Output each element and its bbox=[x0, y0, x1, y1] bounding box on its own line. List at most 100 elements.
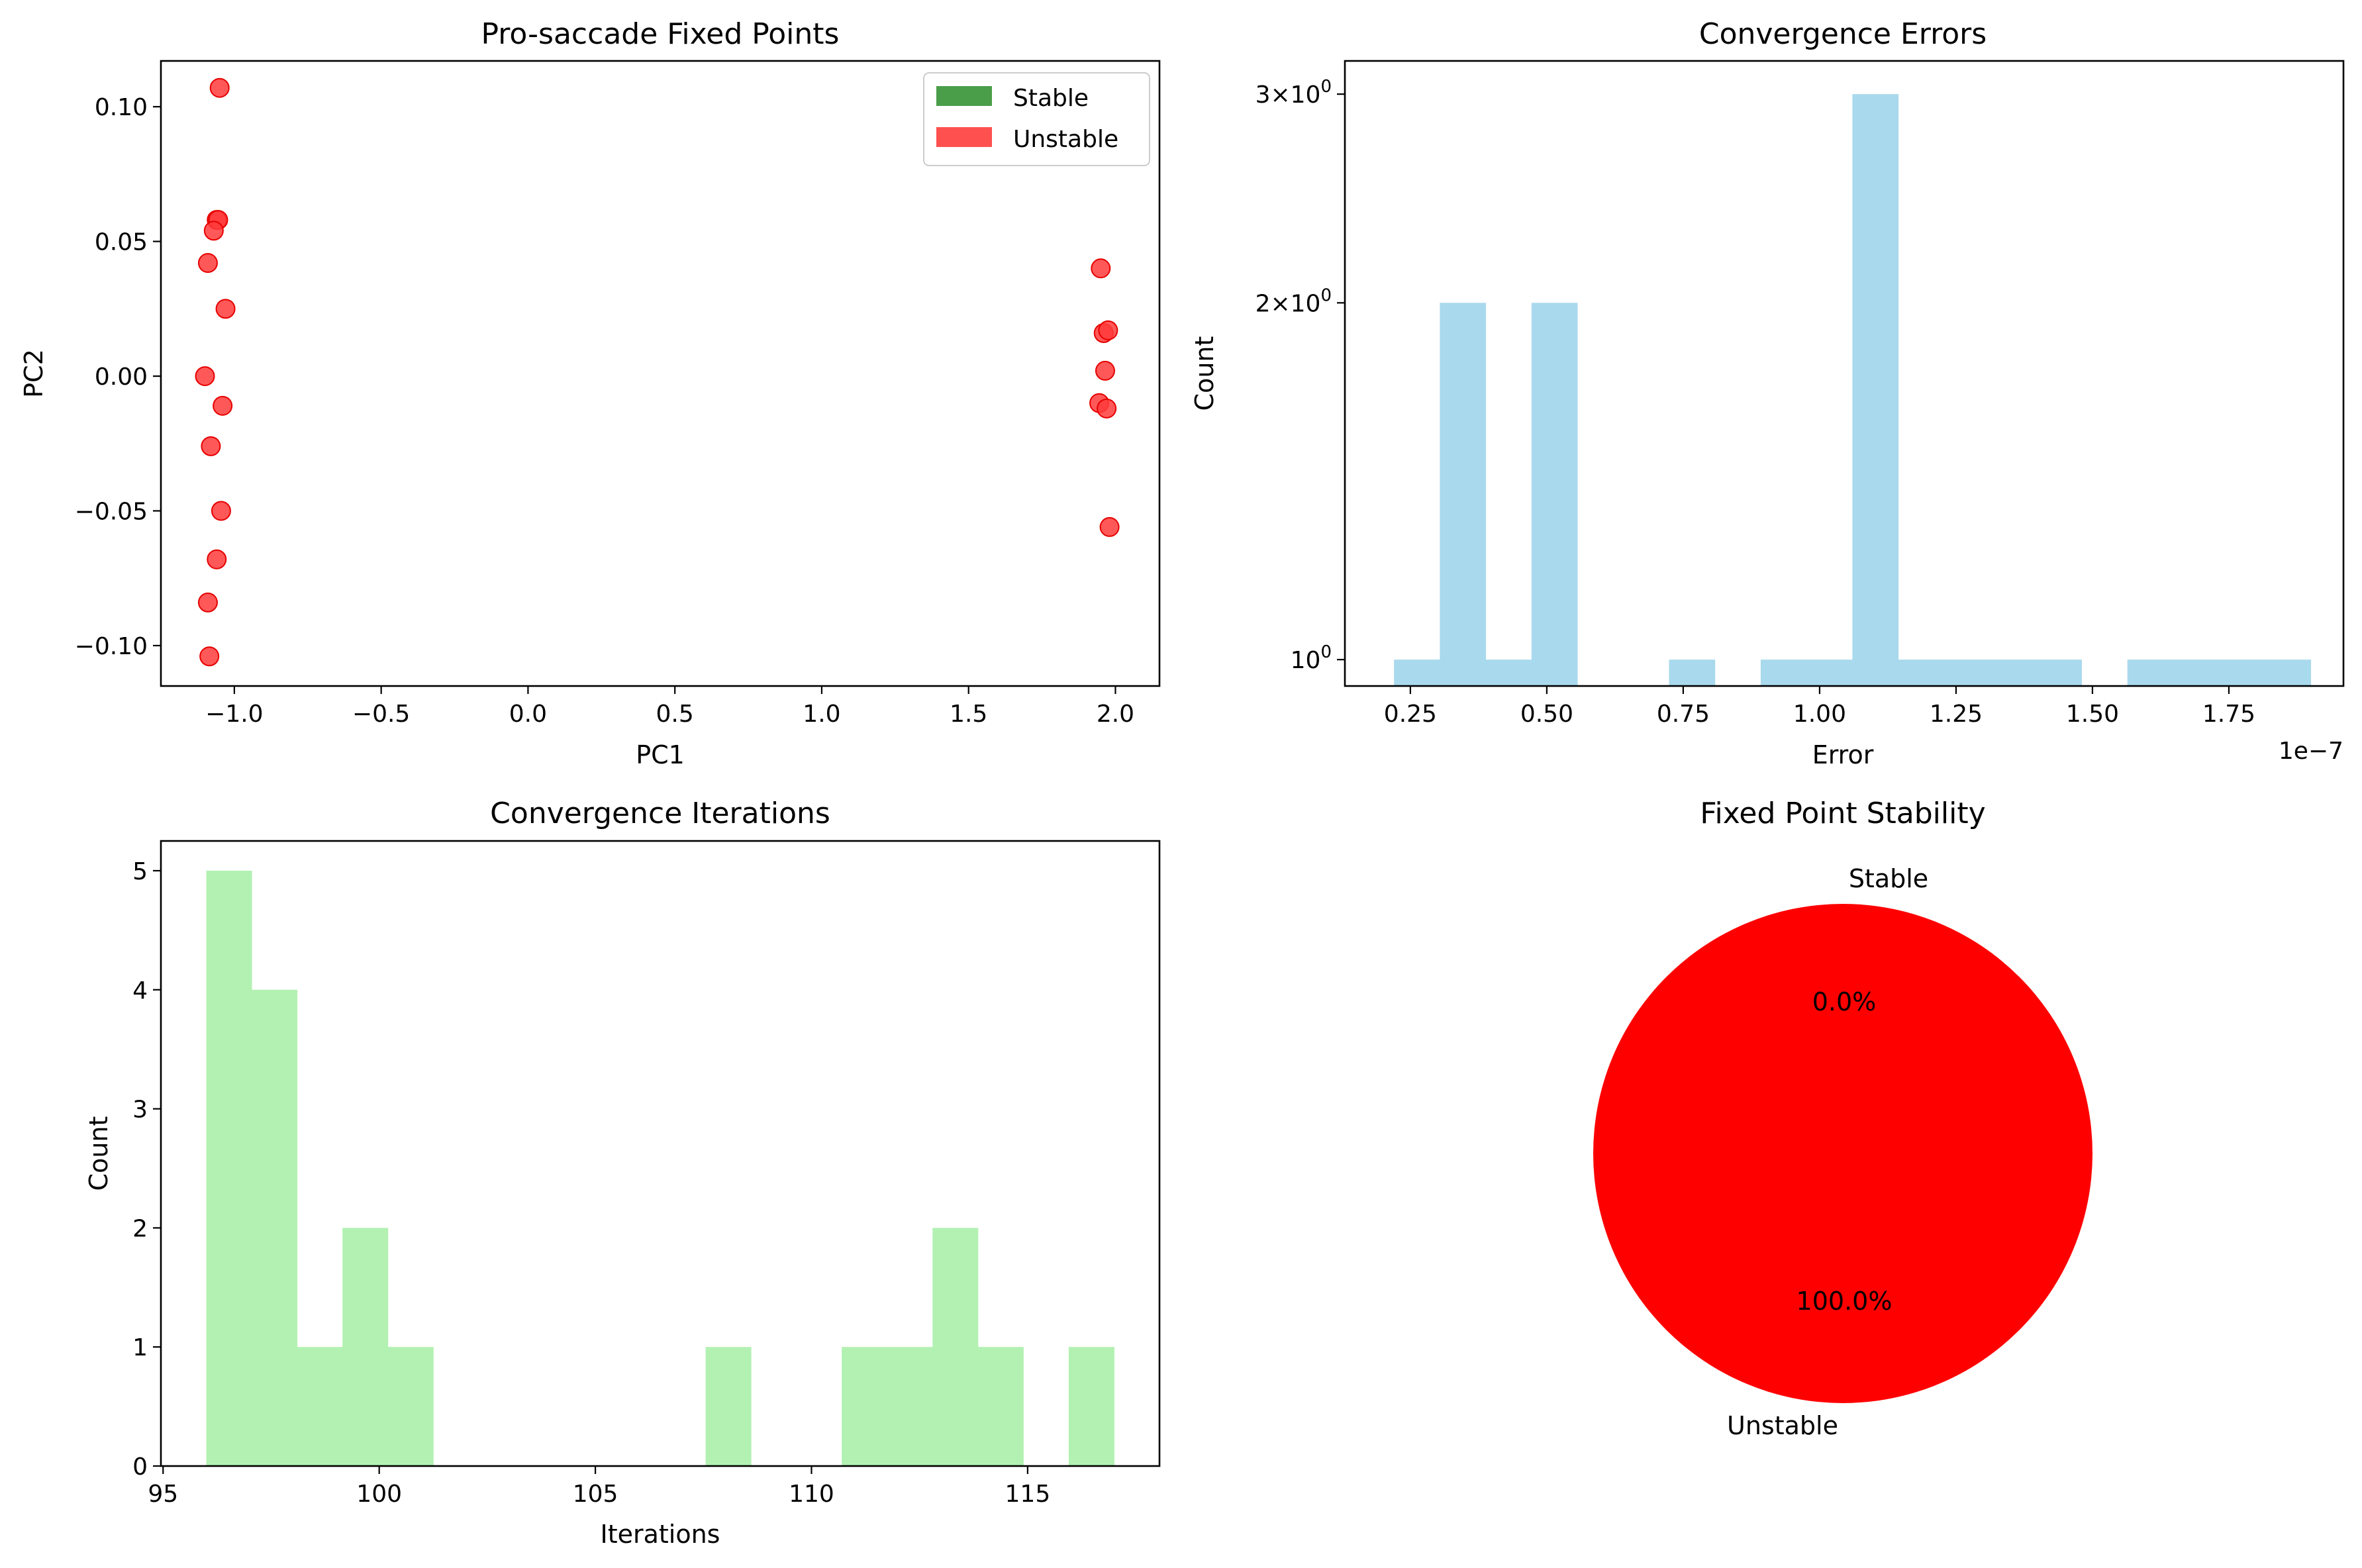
iterations-y-tick-label: 2 bbox=[132, 1215, 148, 1242]
iterations-y-axis-label: Count bbox=[84, 1116, 113, 1191]
iterations-x-axis-label: Iterations bbox=[601, 1520, 720, 1549]
pca-scatter-panel: Pro-saccade Fixed Points −1.0 −0.5 0.0 0.5 1… bbox=[19, 17, 1161, 769]
pca-y-tick-label: −0.05 bbox=[75, 499, 148, 526]
errors-histogram-panel: Convergence Errors 0.25 0.50 0.75 1.00 1.25 1… bbox=[1190, 17, 2345, 769]
scatter-point-unstable bbox=[211, 501, 231, 521]
scatter-point-unstable bbox=[1099, 516, 1120, 537]
error-histogram-bar bbox=[2219, 660, 2265, 686]
pie-label-unstable: Unstable bbox=[1727, 1411, 1838, 1440]
errors-x-tick-label: 0.50 bbox=[1520, 701, 1573, 728]
iterations-x-tick-label: 95 bbox=[148, 1481, 178, 1508]
iteration-histogram-bar bbox=[387, 1347, 434, 1466]
error-histogram-bar bbox=[1669, 660, 1716, 686]
pca-y-tick-label: 0.05 bbox=[95, 229, 148, 256]
errors-x-tick-label: 1.75 bbox=[2202, 701, 2255, 728]
stability-pie-panel: Fixed Point Stability Stable 0.0% 100.0%… bbox=[1593, 797, 2092, 1440]
errors-offset-text: 1e−7 bbox=[2279, 738, 2343, 765]
scatter-point-unstable bbox=[1091, 258, 1111, 279]
error-histogram-bar bbox=[1852, 94, 1899, 687]
error-histogram-bar bbox=[2127, 660, 2174, 686]
iteration-histogram-bar bbox=[1068, 1347, 1114, 1466]
pca-x-tick-label: −0.5 bbox=[352, 701, 410, 728]
iteration-histogram-bar bbox=[977, 1347, 1024, 1466]
iterations-y-tick-label: 1 bbox=[132, 1334, 148, 1361]
scatter-point-unstable bbox=[201, 436, 221, 456]
iterations-x-tick-label: 105 bbox=[573, 1481, 618, 1508]
pca-x-tick-label: 2.0 bbox=[1097, 701, 1134, 728]
errors-y-tick-label: 100 bbox=[1291, 642, 1332, 674]
errors-x-tick-label: 1.25 bbox=[1930, 701, 1983, 728]
pca-y-tick-label: 0.10 bbox=[95, 94, 148, 121]
scatter-point-unstable bbox=[209, 77, 230, 98]
error-histogram-bar bbox=[1531, 303, 1578, 686]
iteration-histogram-bar bbox=[342, 1228, 389, 1466]
pca-x-tick-label: 0.0 bbox=[509, 701, 547, 728]
error-histogram-bar bbox=[1760, 660, 1807, 686]
scatter-point-unstable bbox=[199, 646, 220, 667]
pca-x-tick-label: 1.0 bbox=[803, 701, 840, 728]
pca-x-axis-label: PC1 bbox=[636, 740, 685, 769]
iterations-y-ticks: 0 1 2 3 4 5 bbox=[132, 858, 161, 1481]
errors-y-ticks: 100 2×100 3×100 bbox=[1255, 77, 1345, 674]
pca-y-axis-label: PC2 bbox=[19, 349, 48, 398]
legend-label-stable: Stable bbox=[1013, 85, 1089, 112]
iterations-y-tick-label: 0 bbox=[132, 1453, 148, 1481]
pca-y-tick-label: −0.10 bbox=[75, 633, 148, 660]
iteration-histogram-bar bbox=[887, 1347, 933, 1466]
errors-y-axis-label: Count bbox=[1190, 336, 1219, 411]
pie-label-stable: Stable bbox=[1849, 864, 1928, 893]
error-histogram-bar bbox=[1944, 660, 1991, 686]
errors-x-tick-label: 1.00 bbox=[1793, 701, 1846, 728]
iterations-chart-title: Convergence Iterations bbox=[490, 797, 830, 830]
error-histogram-bar bbox=[2265, 660, 2312, 686]
scatter-point-unstable bbox=[207, 549, 227, 569]
errors-marks bbox=[1394, 94, 2312, 687]
error-histogram-bar bbox=[1806, 660, 1853, 686]
pie-chart-title: Fixed Point Stability bbox=[1700, 797, 1985, 830]
iteration-histogram-bar bbox=[932, 1228, 979, 1466]
errors-y-tick-label: 3×100 bbox=[1255, 77, 1332, 109]
error-histogram-bar bbox=[1394, 660, 1440, 686]
iterations-y-tick-label: 5 bbox=[132, 858, 148, 885]
iterations-y-tick-label: 3 bbox=[132, 1097, 148, 1124]
pca-x-tick-label: −1.0 bbox=[205, 701, 263, 728]
legend-swatch-stable bbox=[936, 86, 992, 106]
error-histogram-bar bbox=[1898, 660, 1945, 686]
pca-legend: Stable Unstable bbox=[923, 72, 1150, 166]
iteration-histogram-bar bbox=[842, 1347, 888, 1466]
errors-x-tick-label: 0.25 bbox=[1384, 701, 1437, 728]
scatter-point-unstable bbox=[1098, 320, 1118, 340]
iterations-marks bbox=[206, 870, 1114, 1466]
errors-x-tick-label: 1.50 bbox=[2066, 701, 2119, 728]
pie-pct-unstable: 100.0% bbox=[1796, 1287, 1893, 1316]
iteration-histogram-bar bbox=[297, 1347, 343, 1466]
error-histogram-bar bbox=[2036, 660, 2082, 686]
iteration-histogram-bar bbox=[206, 870, 252, 1466]
error-histogram-bar bbox=[2173, 660, 2220, 686]
scatter-point-unstable bbox=[203, 220, 224, 241]
scatter-point-unstable bbox=[197, 253, 218, 273]
pca-x-tick-label: 0.5 bbox=[656, 701, 694, 728]
errors-x-tick-label: 0.75 bbox=[1657, 701, 1710, 728]
iterations-plot-frame bbox=[160, 840, 1161, 1467]
error-histogram-bar bbox=[1485, 660, 1532, 686]
iteration-histogram-bar bbox=[252, 989, 298, 1466]
error-histogram-bar bbox=[1990, 660, 2036, 686]
scatter-point-unstable bbox=[215, 299, 236, 319]
iterations-histogram-panel: Convergence Iterations 95 100 105 110 115 0 1… bbox=[84, 797, 1161, 1549]
pca-plot-frame bbox=[160, 60, 1161, 687]
pca-marks bbox=[195, 77, 1120, 667]
errors-x-ticks: 0.25 0.50 0.75 1.00 1.25 1.50 1.75 bbox=[1384, 686, 2255, 728]
errors-x-axis-label: Error bbox=[1812, 740, 1874, 769]
pie-slice-unstable bbox=[1593, 904, 2092, 1403]
iterations-x-ticks: 95 100 105 110 115 bbox=[148, 1466, 1050, 1508]
legend-label-unstable: Unstable bbox=[1013, 126, 1118, 153]
pca-y-ticks: −0.10 −0.05 0.00 0.05 0.10 bbox=[75, 94, 161, 660]
scatter-point-unstable bbox=[213, 395, 233, 416]
pca-chart-title: Pro-saccade Fixed Points bbox=[481, 17, 840, 51]
legend-swatch-unstable bbox=[936, 127, 992, 147]
errors-plot-frame bbox=[1344, 60, 2345, 687]
pca-x-tick-label: 1.5 bbox=[950, 701, 987, 728]
iterations-x-tick-label: 100 bbox=[356, 1481, 402, 1508]
